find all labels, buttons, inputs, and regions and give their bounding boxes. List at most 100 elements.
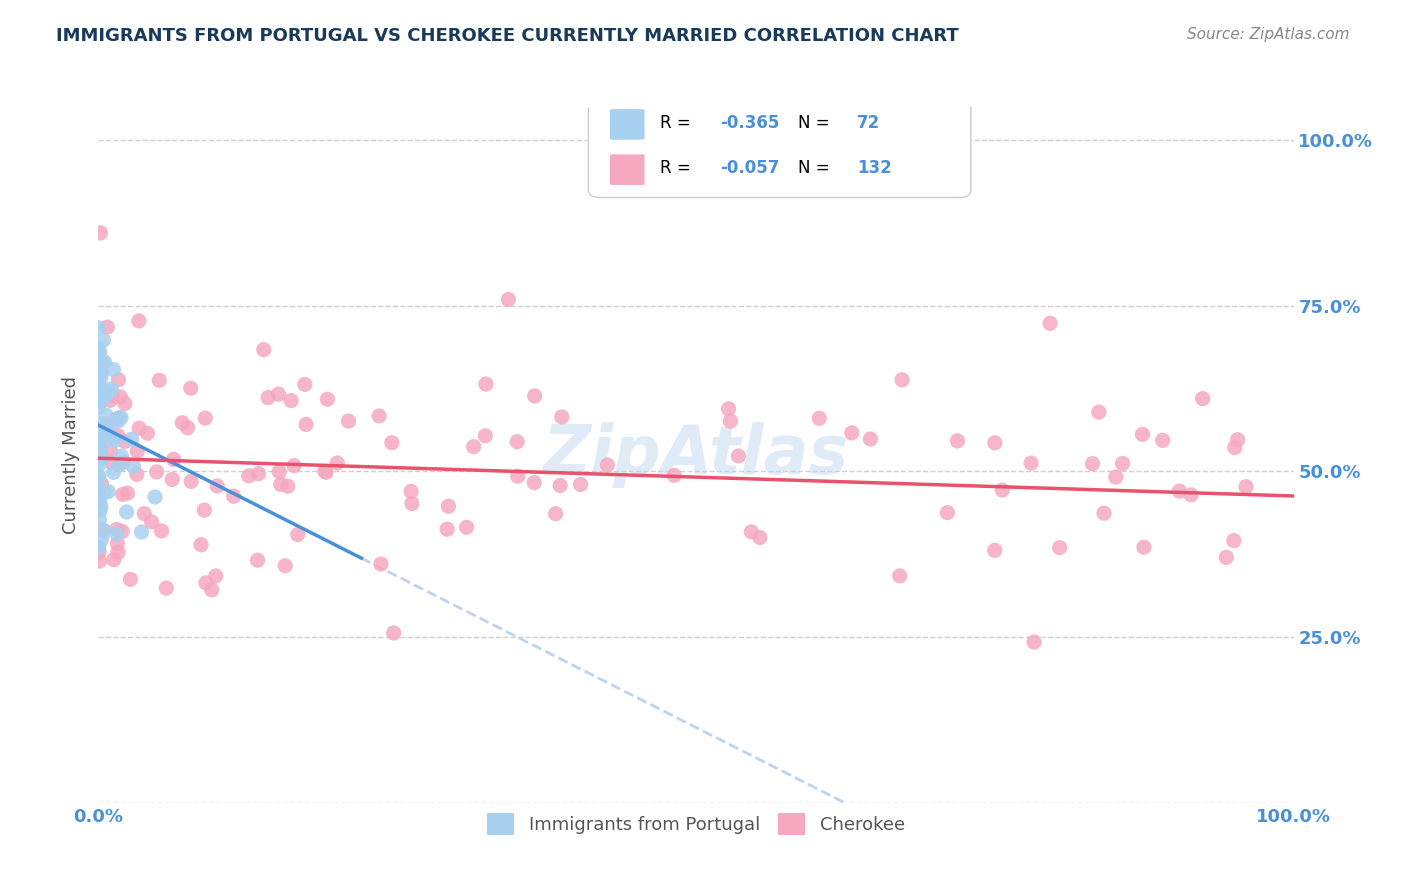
Point [841,425,863,440]
Point [107,373,129,387]
Point [337,414,360,428]
Text: R =: R = [661,114,696,132]
Point [382,626,405,640]
Point [107,428,129,442]
Legend: Immigrants from Portugal, Cherokee: Immigrants from Portugal, Cherokee [479,806,912,842]
Point [87,395,110,409]
Point [114,396,136,410]
Point [177,421,200,435]
Point [204,569,226,583]
Point [247,467,270,481]
Point [90,366,112,380]
Point [718,414,741,428]
Point [107,414,129,428]
Point [498,293,520,307]
Point [90,426,112,441]
Point [114,434,136,449]
Point [749,531,772,545]
Point [89,368,111,382]
Point [89,380,111,394]
Point [269,465,291,479]
Point [1226,433,1249,447]
Point [314,464,336,478]
Point [93,432,115,446]
Point [141,515,163,529]
Point [87,344,110,359]
Point [368,409,391,423]
Text: -0.057: -0.057 [720,159,779,177]
Point [87,417,110,431]
Point [155,581,177,595]
Point [89,442,111,456]
Point [112,455,135,469]
FancyBboxPatch shape [610,109,644,140]
Point [87,401,110,415]
Point [90,394,112,409]
Text: N =: N = [797,114,834,132]
Point [97,422,120,436]
Point [87,341,110,355]
Point [727,449,749,463]
Point [120,572,142,586]
Point [1180,488,1202,502]
Point [101,389,124,403]
Point [89,554,111,568]
Point [596,458,619,472]
Point [946,434,969,448]
Point [548,478,571,492]
Text: R =: R = [661,159,696,177]
Point [90,533,112,547]
Point [194,411,217,425]
Text: IMMIGRANTS FROM PORTUGAL VS CHEROKEE CURRENTLY MARRIED CORRELATION CHART: IMMIGRANTS FROM PORTUGAL VS CHEROKEE CUR… [56,27,959,45]
Point [148,373,170,387]
Point [91,355,114,369]
Point [87,320,110,334]
Text: 72: 72 [858,114,880,132]
Point [104,433,127,447]
Point [253,343,276,357]
Point [93,333,115,347]
Point [1092,506,1115,520]
Point [1133,541,1156,555]
Point [399,484,422,499]
Point [90,386,112,401]
Point [1019,456,1042,470]
Point [87,425,110,440]
Point [740,524,762,539]
Text: 132: 132 [858,159,891,177]
Point [569,477,592,491]
Point [463,440,485,454]
Point [89,485,111,500]
Point [94,417,117,431]
Point [121,432,143,446]
Point [475,377,498,392]
Point [93,355,115,369]
Point [111,487,134,501]
Point [859,432,882,446]
Point [97,422,120,436]
Point [93,389,115,403]
Point [1039,316,1062,330]
Point [107,536,129,550]
Point [96,408,118,422]
Point [523,475,546,490]
Point [664,468,686,483]
Point [316,392,339,407]
Point [136,426,159,441]
Point [105,523,128,537]
Point [93,422,115,436]
Point [1111,457,1133,471]
Point [90,226,112,240]
Point [87,445,110,459]
Point [125,467,148,482]
Point [506,434,529,449]
Point [257,391,280,405]
Point [143,490,166,504]
Point [280,393,302,408]
Point [180,475,202,489]
Point [87,369,110,384]
Point [891,373,914,387]
Point [87,482,110,496]
Point [984,435,1007,450]
Point [1088,405,1111,419]
